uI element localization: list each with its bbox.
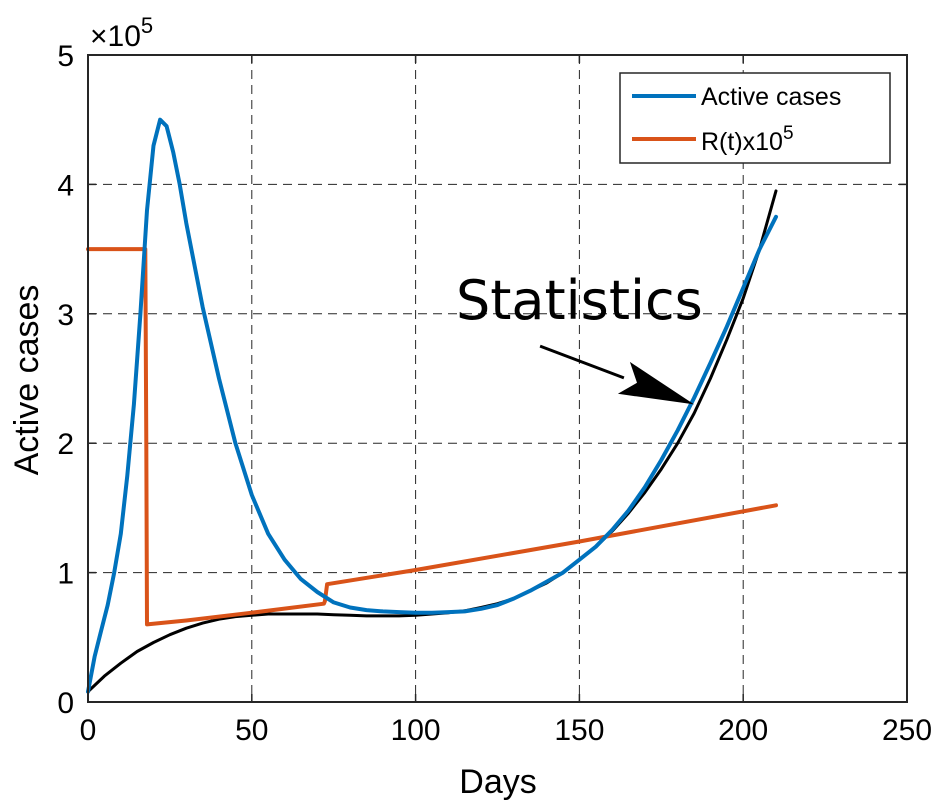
y-tick-label: 2 [57, 428, 74, 461]
series-line-rt [86, 247, 778, 627]
y-multiplier-base: ×10 [90, 20, 141, 53]
y-tick-label: 0 [57, 687, 74, 720]
series-line-active-cases [86, 117, 778, 694]
legend-label-rt-base: R(t)x10 [701, 128, 783, 156]
annotation-arrow-shaft [539, 344, 625, 380]
y-multiplier-exponent: 5 [141, 13, 153, 38]
x-tick-label: 150 [554, 714, 604, 747]
x-tick-label: 200 [718, 714, 768, 747]
annotation-layer: Statistics [456, 269, 703, 405]
plot-frame [87, 54, 908, 703]
ticks: 0 50 100 150 200 250 0 1 2 3 4 5 [57, 40, 932, 747]
y-multiplier: ×105 [90, 13, 153, 53]
legend: Active cases R(t)x105 [619, 72, 891, 164]
x-tick-label: 50 [235, 714, 268, 747]
legend-label-rt-exponent: 5 [783, 123, 794, 144]
x-tick-label: 100 [391, 714, 441, 747]
legend-box [619, 72, 891, 164]
x-tick-label: 0 [80, 714, 97, 747]
annotation-text: Statistics [456, 269, 703, 332]
x-tick-label: 250 [882, 714, 932, 747]
y-tick-label: 1 [57, 558, 74, 591]
y-tick-label: 4 [57, 169, 74, 202]
y-axis-label: Active cases [8, 285, 46, 476]
legend-label-rt: R(t)x105 [701, 123, 794, 156]
y-tick-label: 5 [57, 40, 74, 73]
x-axis-label: Days [459, 763, 536, 801]
annotation-arrow-head [617, 361, 695, 405]
legend-label-active-cases: Active cases [701, 83, 841, 111]
series-layer [86, 117, 778, 694]
y-tick-label: 3 [57, 299, 74, 332]
